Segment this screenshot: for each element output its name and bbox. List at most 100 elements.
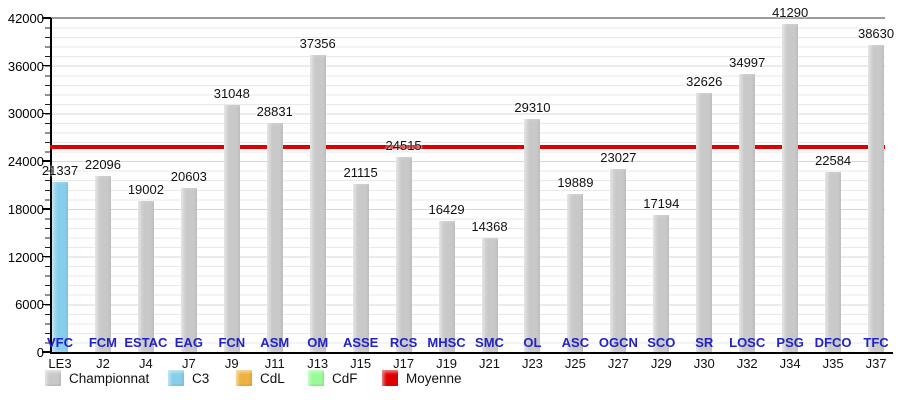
team-label-fcm: FCM xyxy=(88,335,118,350)
y-axis-major-tick xyxy=(42,160,51,162)
x-axis xyxy=(50,352,893,354)
bar-value-label: 19002 xyxy=(127,181,164,197)
bar-vfc xyxy=(52,182,68,352)
legend-item-cdl: CdL xyxy=(236,369,285,387)
bar-value-label: 17194 xyxy=(643,196,680,212)
bar-fcm xyxy=(94,176,111,352)
y-axis-tick-label: 36000 xyxy=(7,58,44,74)
bar-value-label: 32626 xyxy=(686,73,723,89)
bar-value-label: 23027 xyxy=(600,149,637,165)
team-label-asm: ASM xyxy=(260,335,290,350)
legend-item-cdf: CdF xyxy=(308,369,358,387)
moyenne-swatch-icon xyxy=(382,370,398,386)
bar-sco xyxy=(653,215,670,352)
x-axis-label-j2: J2 xyxy=(96,356,110,371)
y-axis-tick-label: 12000 xyxy=(7,249,44,265)
bar-value-label: 41290 xyxy=(772,4,809,20)
x-axis-label-j21: J21 xyxy=(479,356,500,371)
bar-value-label: 21337 xyxy=(41,163,79,179)
bar-value-label: 21115 xyxy=(343,165,378,181)
x-axis-label-j9: J9 xyxy=(224,356,239,371)
y-axis-major-tick xyxy=(42,303,51,306)
x-axis-label-j32: J32 xyxy=(736,356,758,371)
x-axis-label-j35: J35 xyxy=(822,356,844,371)
plot-top-border xyxy=(50,17,885,19)
y-axis-tick-label: 18000 xyxy=(7,201,44,217)
bar-eag xyxy=(180,188,197,352)
bar-value-label: 37356 xyxy=(299,35,336,51)
bar-value-label: 14368 xyxy=(471,218,508,234)
legend-label: Championnat xyxy=(69,370,150,386)
y-axis-major-tick xyxy=(42,208,51,210)
bar-smc xyxy=(481,237,498,352)
team-label-fcn: FCN xyxy=(218,335,246,350)
team-label-vfc: VFC xyxy=(47,335,73,350)
x-axis-label-j17: J17 xyxy=(393,356,415,371)
team-label-ogcn: OGCN xyxy=(598,335,638,350)
team-label-smc: SMC xyxy=(475,335,504,350)
bar-fcn xyxy=(223,105,240,352)
bar-ogcn xyxy=(610,168,627,352)
bar-psg xyxy=(782,23,799,352)
y-axis-tick-label: 24000 xyxy=(7,154,44,170)
cdf-swatch-icon xyxy=(308,370,324,386)
bar-asse xyxy=(352,184,369,352)
plot-area: 21337 VFC 22096 FCM 19002 ESTAC 20603 EAG 31048 F… xyxy=(42,5,894,352)
bar-value-label: 20603 xyxy=(170,169,207,185)
x-axis-label-j34: J34 xyxy=(779,356,801,371)
bar-value-label: 31048 xyxy=(213,86,250,102)
team-label-estac: ESTAC xyxy=(124,335,168,350)
legend-label: Moyenne xyxy=(406,370,462,386)
legend-item-moyenne: Moyenne xyxy=(382,369,462,387)
bar-asc xyxy=(567,193,584,352)
bar-asm xyxy=(266,122,283,352)
y-axis-minor-ticks xyxy=(45,18,50,352)
team-label-om: OM xyxy=(307,335,329,350)
team-label-asse: ASSE xyxy=(342,335,379,350)
bar-estac xyxy=(137,200,154,352)
y-axis-major-tick xyxy=(42,112,51,115)
team-label-dfco: DFCO xyxy=(814,335,852,350)
x-axis-label-j7: J7 xyxy=(181,356,196,371)
bar-value-label: 29310 xyxy=(514,99,551,115)
x-axis-label-j27: J27 xyxy=(607,356,629,371)
championnat-swatch-icon xyxy=(45,370,61,386)
y-axis-major-tick xyxy=(42,64,51,67)
x-axis-label-j29: J29 xyxy=(650,356,672,371)
team-label-asc: ASC xyxy=(561,335,590,350)
team-label-rcs: RCS xyxy=(389,335,418,350)
team-label-sco: SCO xyxy=(647,335,676,350)
x-axis-label-j11: J11 xyxy=(264,356,285,371)
x-axis-label-j37: J37 xyxy=(865,356,887,371)
x-axis-label-j19: J19 xyxy=(436,356,458,371)
cdl-swatch-icon xyxy=(236,370,252,386)
y-axis-tick-label: 42000 xyxy=(7,11,44,26)
team-label-eag: EAG xyxy=(174,335,203,350)
bar-value-label: 34997 xyxy=(729,54,766,70)
team-label-mhsc: MHSC xyxy=(427,335,466,350)
legend-label: CdL xyxy=(260,370,285,386)
x-axis-label-j13: J13 xyxy=(307,356,329,371)
bar-value-label: 24515 xyxy=(385,138,422,154)
y-axis-tick-label: 0 xyxy=(36,345,44,360)
bar-om xyxy=(309,54,326,352)
legend-label: C3 xyxy=(192,370,210,386)
bar-value-label: 22096 xyxy=(84,157,122,173)
x-axis-label-j15: J15 xyxy=(350,356,372,371)
y-axis-major-tick xyxy=(42,17,51,19)
team-label-losc: LOSC xyxy=(729,335,766,350)
bar-tfc xyxy=(868,44,885,352)
team-label-tfc: TFC xyxy=(863,335,889,350)
team-label-sr: SR xyxy=(695,335,714,350)
y-axis-major-tick xyxy=(42,351,51,353)
team-label-ol: OL xyxy=(523,335,542,350)
x-axis-label-le3: LE3 xyxy=(48,356,72,371)
y-axis-tick-label: 30000 xyxy=(7,106,44,122)
y-axis-major-tick xyxy=(42,255,51,258)
x-axis-label-j4: J4 xyxy=(139,356,153,371)
bar-value-label: 22584 xyxy=(815,153,852,169)
legend-label: CdF xyxy=(332,370,358,386)
x-axis-label-j23: J23 xyxy=(521,356,543,371)
legend-item-championnat: Championnat xyxy=(45,369,149,387)
